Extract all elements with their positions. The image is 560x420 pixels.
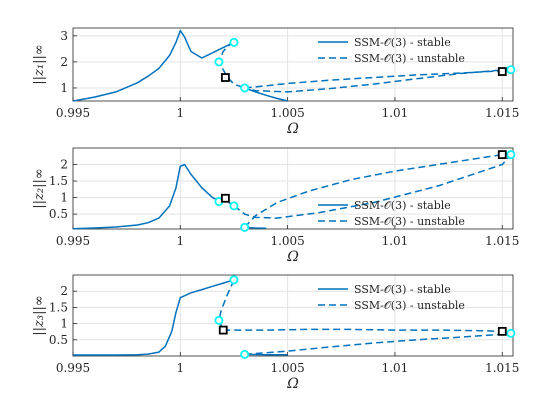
x-tick-label: 1 bbox=[176, 234, 184, 248]
bifurcation-point-black bbox=[218, 325, 228, 335]
y-tick-label: 1 bbox=[60, 191, 68, 205]
x-tick-label: 1 bbox=[176, 106, 184, 120]
x-axis-label: Ω bbox=[286, 249, 299, 265]
y-tick-label: 1 bbox=[60, 81, 68, 95]
legend-label-stable: SSM-𝒪(3) - stable bbox=[354, 283, 451, 296]
bifurcation-point-black bbox=[497, 326, 507, 336]
y-axis-label: ||z₃||∞ bbox=[32, 295, 47, 335]
x-tick-label: 0.995 bbox=[56, 361, 90, 375]
series-line-unstable bbox=[233, 154, 512, 219]
legend-label-unstable: SSM-𝒪(3) - unstable bbox=[354, 215, 465, 228]
series-line-stable bbox=[73, 279, 235, 356]
x-tick-label: 1.015 bbox=[485, 234, 519, 248]
x-tick-label: 1.01 bbox=[382, 106, 409, 120]
series-line-stable bbox=[72, 163, 220, 230]
bifurcation-point-cyan bbox=[214, 57, 224, 67]
bifurcation-point-cyan bbox=[506, 150, 516, 160]
bifurcation-point-cyan bbox=[214, 315, 224, 325]
bifurcation-point-cyan bbox=[506, 328, 516, 338]
bifurcation-point-cyan bbox=[506, 65, 516, 75]
y-tick-label: 0.5 bbox=[49, 207, 68, 221]
bifurcation-point-cyan bbox=[229, 275, 239, 285]
legend-label-stable: SSM-𝒪(3) - stable bbox=[354, 199, 451, 212]
x-tick-label: 1 bbox=[176, 361, 184, 375]
x-axis-label: Ω bbox=[286, 376, 299, 392]
bifurcation-point-cyan bbox=[240, 349, 250, 359]
series-line-unstable bbox=[223, 328, 512, 335]
x-tick-label: 1.01 bbox=[382, 361, 409, 375]
bifurcation-point-cyan bbox=[240, 222, 250, 232]
bifurcation-point-black bbox=[220, 73, 230, 82]
y-tick-label: 1 bbox=[60, 317, 68, 331]
y-axis-label: ||z₁||∞ bbox=[32, 44, 47, 84]
axes-box bbox=[72, 274, 514, 357]
subplot-1: 0.995 1 1.005 1.01 1.015 1 2 3 Ω ||z₁||∞ SSM-𝒪(3) … bbox=[32, 27, 519, 137]
subplot-3: 0.995 1 1.005 1.01 1.015 0.5 1 1.5 2 Ω ||z₃||∞ SSM-… bbox=[32, 274, 519, 392]
series-line-unstable bbox=[244, 68, 511, 93]
y-tick-label: 2 bbox=[60, 55, 68, 69]
x-tick-label: 1.005 bbox=[270, 106, 304, 120]
x-tick-label: 1.005 bbox=[270, 361, 304, 375]
bifurcation-point-black bbox=[497, 150, 507, 160]
y-axis-label: ||z₂||∞ bbox=[32, 168, 47, 208]
legend-label-unstable: SSM-𝒪(3) - unstable bbox=[354, 299, 465, 312]
series-line-stable bbox=[72, 29, 235, 102]
x-tick-label: 0.995 bbox=[56, 234, 90, 248]
legend-label-stable: SSM-𝒪(3) - stable bbox=[354, 36, 451, 49]
bifurcation-point-cyan bbox=[229, 201, 239, 211]
x-tick-label: 1.01 bbox=[382, 234, 409, 248]
bifurcation-point-cyan bbox=[229, 37, 239, 47]
axes-box bbox=[72, 27, 514, 102]
y-tick-label: 1.5 bbox=[49, 174, 68, 188]
bifurcation-point-cyan bbox=[240, 83, 250, 93]
y-tick-label: 0.5 bbox=[49, 333, 68, 347]
axes-box bbox=[72, 147, 514, 230]
series-line-unstable bbox=[244, 153, 503, 228]
x-axis-label: Ω bbox=[286, 121, 299, 137]
series-line-unstable bbox=[244, 68, 511, 89]
x-tick-label: 1.005 bbox=[270, 234, 304, 248]
x-tick-label: 1.015 bbox=[485, 106, 519, 120]
y-tick-label: 1.5 bbox=[49, 300, 68, 314]
y-tick-label: 3 bbox=[60, 29, 68, 43]
bifurcation-point-black bbox=[220, 193, 230, 203]
y-tick-label: 2 bbox=[60, 158, 68, 172]
x-tick-label: 1.015 bbox=[485, 361, 519, 375]
bifurcation-point-black bbox=[497, 67, 507, 76]
y-tick-label: 2 bbox=[60, 284, 68, 298]
legend-label-unstable: SSM-𝒪(3) - unstable bbox=[354, 52, 465, 65]
series-line-stable bbox=[244, 87, 288, 102]
series-line-unstable bbox=[244, 332, 511, 356]
subplot-2: 0.995 1 1.005 1.01 1.015 0.5 1 1.5 2 Ω ||z₂||∞ SSM-… bbox=[32, 147, 519, 265]
x-tick-label: 0.995 bbox=[56, 106, 90, 120]
